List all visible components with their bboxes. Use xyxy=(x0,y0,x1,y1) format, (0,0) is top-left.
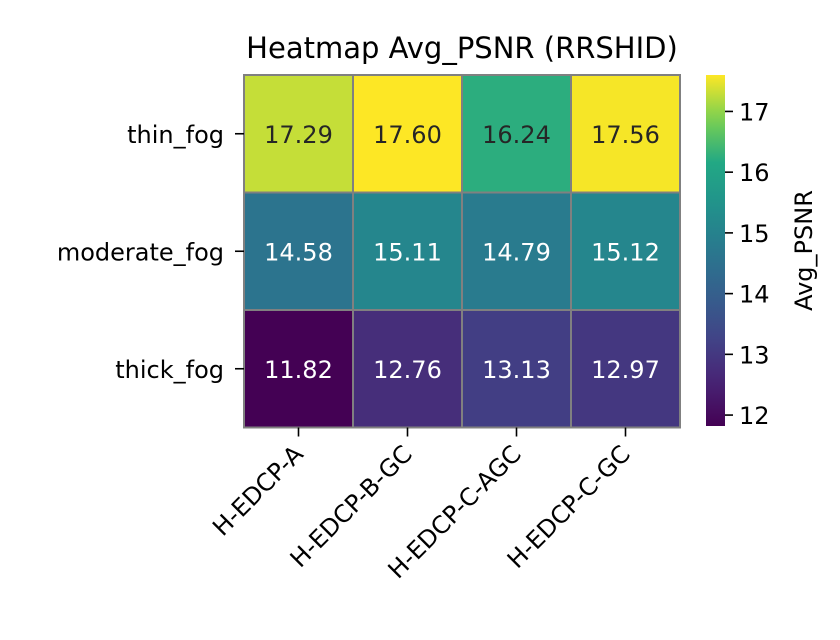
colorbar-tick-label: 17 xyxy=(739,98,770,126)
heatmap-cell xyxy=(461,74,572,194)
heatmap-cell xyxy=(570,309,681,429)
colorbar-tick-label: 12 xyxy=(739,402,770,430)
cell-value-label: 14.79 xyxy=(482,238,551,266)
heatmap-cell xyxy=(570,74,681,194)
heatmap-cell xyxy=(243,74,354,194)
cell-value-label: 11.82 xyxy=(264,356,333,384)
colorbar-tick-label: 16 xyxy=(739,159,770,187)
heatmap-cell xyxy=(352,309,463,429)
cell-value-label: 13.13 xyxy=(482,356,551,384)
cell-value-label: 15.11 xyxy=(373,238,442,266)
colorbar-tick-label: 13 xyxy=(739,341,770,369)
y-axis: thin_fog moderate_fog thick_fog xyxy=(57,121,244,384)
y-tick-label: thin_fog xyxy=(127,121,224,149)
cell-value-label: 17.60 xyxy=(373,121,442,149)
cell-value-label: 17.29 xyxy=(264,121,333,149)
heatmap-cells xyxy=(243,74,681,429)
cell-value-label: 17.56 xyxy=(591,121,660,149)
heatmap-cell xyxy=(352,191,463,311)
colorbar: 12 13 14 15 16 17 Avg_PSNR xyxy=(706,75,818,430)
heatmap-cell xyxy=(570,191,681,311)
y-tick-label: thick_fog xyxy=(115,356,224,384)
cell-value-label: 16.24 xyxy=(482,121,551,149)
chart-title: Heatmap Avg_PSNR (RRSHID) xyxy=(246,31,678,65)
x-tick-label: H-EDCP-A xyxy=(207,440,309,542)
y-tick-label: moderate_fog xyxy=(57,238,224,266)
colorbar-gradient xyxy=(706,75,725,426)
colorbar-tick-label: 15 xyxy=(739,220,770,248)
colorbar-label: Avg_PSNR xyxy=(790,190,818,311)
heatmap-value-labels: 17.29 17.60 16.24 17.56 14.58 15.11 14.79 15.12… xyxy=(264,121,660,384)
heatmap-cell xyxy=(352,74,463,194)
colorbar-tick-label: 14 xyxy=(739,281,770,309)
cell-value-label: 14.58 xyxy=(264,238,333,266)
x-axis: H-EDCP-AH-EDCP-B-GCH-EDCP-C-AGCH-EDCP-C-… xyxy=(207,427,636,584)
cell-value-label: 12.97 xyxy=(591,356,660,384)
cell-value-label: 12.76 xyxy=(373,356,442,384)
cell-value-label: 15.12 xyxy=(591,238,660,266)
